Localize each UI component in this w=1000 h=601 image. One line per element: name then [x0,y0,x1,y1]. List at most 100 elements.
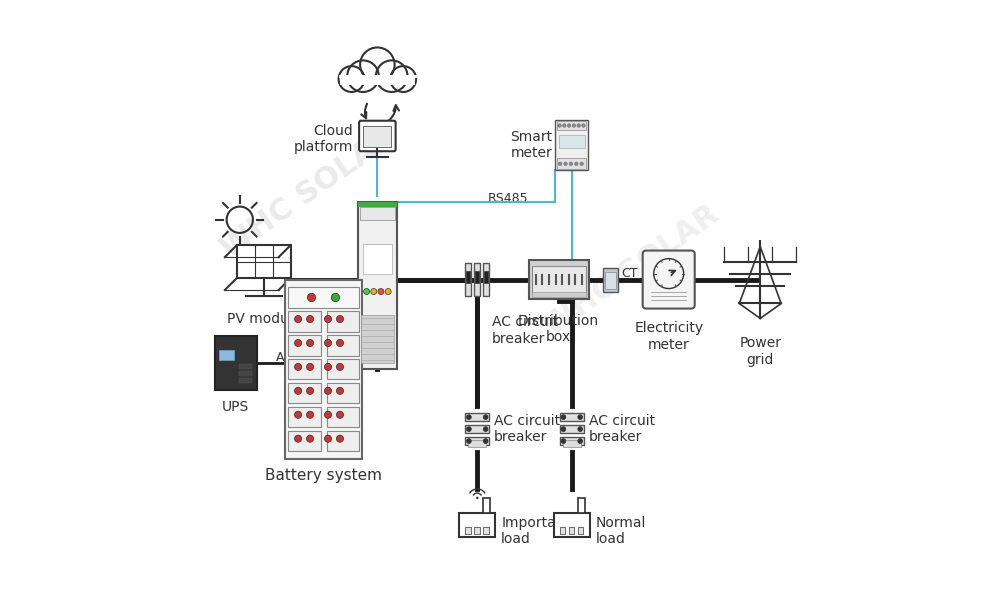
Bar [560,526,565,534]
Circle shape [324,340,332,347]
Bar [327,359,359,379]
Circle shape [574,162,578,166]
Bar [554,513,590,537]
Bar [483,263,489,296]
Circle shape [295,387,302,394]
Bar [239,378,252,383]
Circle shape [563,124,566,127]
Text: AC circuit
breaker: AC circuit breaker [492,316,558,346]
Circle shape [569,162,573,166]
Circle shape [561,415,566,419]
Circle shape [466,427,471,432]
Bar [465,437,489,445]
Circle shape [306,364,314,370]
Circle shape [336,316,344,323]
Circle shape [331,293,340,302]
Circle shape [336,411,344,418]
Circle shape [336,364,344,370]
Circle shape [567,124,571,127]
Bar [474,263,480,296]
Text: AC circuit
breaker: AC circuit breaker [494,414,560,444]
Circle shape [371,288,377,294]
Bar [327,311,359,332]
Bar [219,350,234,361]
Bar [578,498,585,513]
Circle shape [580,162,583,166]
Text: CAN: CAN [368,246,395,259]
Bar [555,120,588,171]
Text: Smart
meter: Smart meter [511,130,553,160]
Bar [560,425,584,433]
Circle shape [295,364,302,370]
Text: CT: CT [621,267,638,280]
Bar [288,407,321,427]
Bar [465,526,471,534]
Circle shape [564,162,567,166]
Bar [475,270,479,282]
Circle shape [324,435,332,442]
Bar [465,263,471,296]
Bar [239,364,252,368]
Bar [358,202,397,369]
Bar [465,425,489,433]
Bar [483,526,489,534]
Circle shape [572,124,576,127]
Text: Distribution
box: Distribution box [518,314,599,344]
Bar [361,316,394,364]
Text: RS485: RS485 [488,192,529,206]
Text: WHC SOLAR: WHC SOLAR [216,122,401,264]
Bar [532,266,586,294]
Bar [603,267,618,291]
Circle shape [307,293,316,302]
Bar [559,135,585,148]
Text: WHC SOLAR: WHC SOLAR [539,200,724,341]
Bar [288,335,321,356]
Bar [288,383,321,403]
Bar [327,335,359,356]
Circle shape [378,288,384,294]
Bar [483,498,490,513]
Text: Important
load: Important load [501,516,570,546]
Circle shape [561,439,566,444]
Circle shape [364,288,370,294]
Circle shape [582,124,585,127]
Circle shape [578,439,583,444]
Bar [605,272,616,288]
Circle shape [324,387,332,394]
Circle shape [385,288,391,294]
Bar [363,126,391,147]
Bar [569,526,574,534]
Bar [563,440,581,447]
Text: AC220V: AC220V [276,351,326,364]
Text: UPS: UPS [222,400,249,415]
Circle shape [306,411,314,418]
Bar [358,202,397,207]
Bar [484,270,488,282]
Circle shape [336,387,344,394]
Circle shape [561,427,566,432]
Circle shape [483,427,488,432]
Bar [239,371,252,376]
Bar [363,243,392,273]
Circle shape [558,162,562,166]
Circle shape [295,316,302,323]
Circle shape [558,124,561,127]
Bar [529,260,589,299]
Text: PV module: PV module [227,313,301,326]
Bar [360,207,395,220]
Bar [532,293,586,297]
Bar [466,270,470,282]
Circle shape [466,439,471,444]
Bar [578,526,583,534]
Text: Battery system: Battery system [265,468,382,483]
Circle shape [483,415,488,419]
Bar [468,440,486,447]
Bar [459,513,495,537]
Bar [557,159,586,169]
Bar [560,413,584,421]
Bar [327,407,359,427]
Bar [215,337,257,390]
Circle shape [324,411,332,418]
Circle shape [336,435,344,442]
Circle shape [306,387,314,394]
